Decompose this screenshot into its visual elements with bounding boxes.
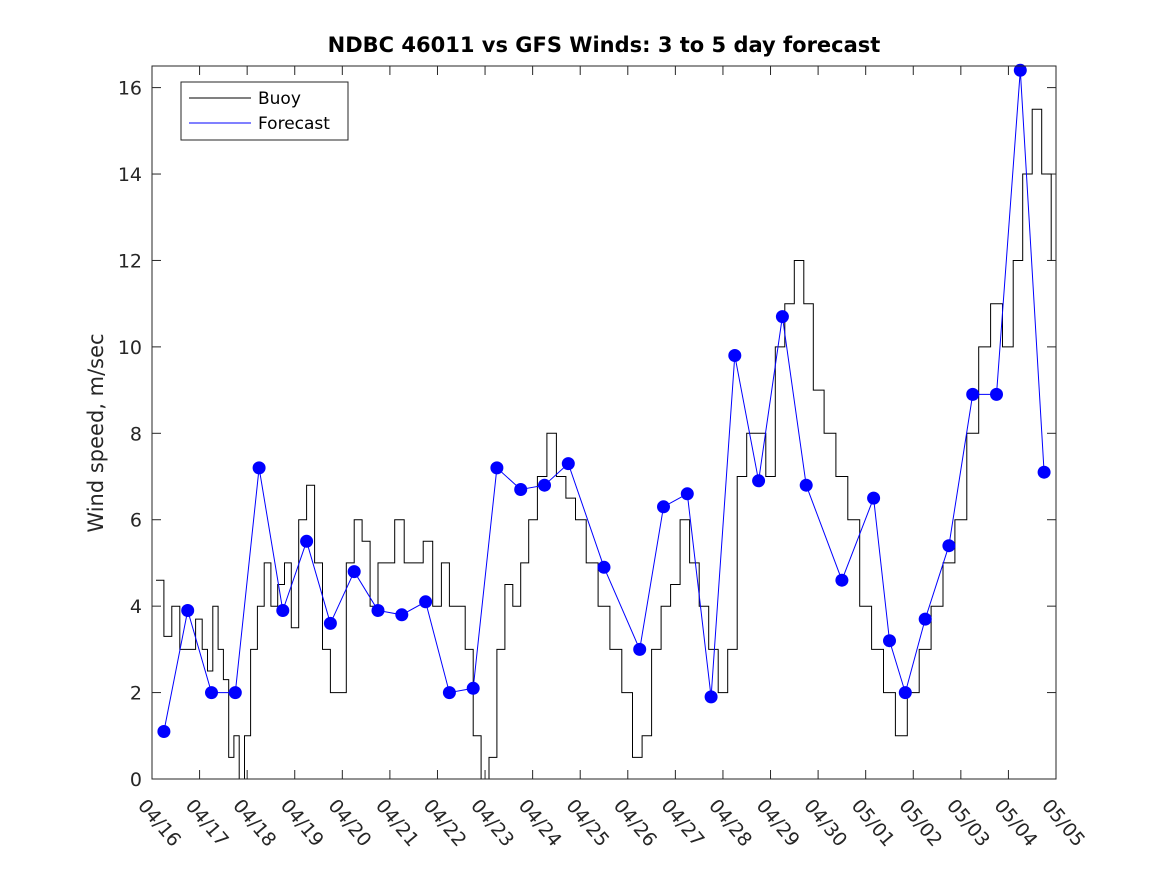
forecast-point-31 — [918, 612, 932, 626]
y-tick-labels: 0 2 4 6 8 10 12 14 16 — [118, 78, 142, 791]
forecast-point-4 — [252, 461, 266, 475]
forecast-markers — [157, 63, 1051, 738]
axis-ticks — [151, 66, 1057, 780]
forecast-point-0 — [157, 725, 171, 738]
forecast-point-32 — [942, 539, 956, 553]
forecast-point-22 — [704, 690, 718, 704]
forecast-point-8 — [347, 565, 361, 579]
forecast-point-18 — [597, 560, 611, 574]
forecast-point-26 — [799, 478, 813, 492]
forecast-point-34 — [990, 387, 1003, 401]
forecast-point-16 — [538, 478, 551, 492]
forecast-point-25 — [775, 310, 789, 324]
plot-frame — [151, 65, 1057, 780]
y-tick-label-5: 10 — [118, 337, 142, 359]
forecast-point-12 — [442, 686, 456, 700]
forecast-point-36 — [1037, 465, 1051, 479]
y-tick-label-1: 2 — [130, 683, 142, 705]
forecast-point-15 — [514, 483, 528, 496]
forecast-point-11 — [419, 595, 433, 609]
y-axis-label: Wind speed, m/sec — [84, 333, 108, 532]
forecast-point-17 — [561, 457, 575, 471]
forecast-point-29 — [883, 634, 896, 648]
forecast-point-2 — [205, 686, 218, 700]
forecast-point-19 — [633, 642, 647, 656]
forecast-point-13 — [466, 681, 480, 695]
buoy-series — [156, 108, 1052, 780]
forecast-point-24 — [752, 474, 766, 488]
forecast-point-9 — [371, 604, 385, 617]
forecast-point-6 — [300, 534, 314, 548]
legend-label-forecast: Forecast — [258, 114, 330, 134]
y-tick-label-3: 6 — [130, 510, 142, 532]
y-tick-label-4: 8 — [130, 423, 142, 445]
forecast-point-30 — [898, 686, 912, 700]
chart-title: NDBC 46011 vs GFS Winds: 3 to 5 day fore… — [328, 33, 881, 57]
forecast-point-21 — [680, 487, 694, 501]
forecast-point-3 — [228, 686, 242, 700]
y-tick-label-7: 14 — [118, 164, 142, 186]
y-tick-label-8: 16 — [118, 78, 142, 100]
forecast-point-28 — [867, 491, 881, 505]
y-tick-label-6: 12 — [118, 250, 142, 272]
plot-area — [152, 66, 1056, 779]
forecast-point-10 — [395, 608, 409, 622]
forecast-point-35 — [1013, 63, 1027, 77]
y-tick-label-0: 0 — [130, 769, 142, 791]
forecast-point-7 — [323, 616, 337, 630]
legend-box — [180, 81, 349, 141]
legend-label-buoy: Buoy — [258, 89, 301, 109]
buoy-line — [156, 108, 1052, 780]
forecast-point-33 — [966, 387, 980, 401]
legend: Buoy Forecast — [180, 81, 349, 141]
forecast-point-14 — [490, 461, 504, 475]
y-tick-label-2: 4 — [130, 596, 142, 618]
forecast-point-20 — [657, 500, 670, 514]
forecast-point-1 — [181, 604, 195, 617]
forecast-point-5 — [276, 604, 290, 617]
forecast-point-23 — [728, 349, 742, 362]
forecast-point-27 — [835, 573, 849, 587]
